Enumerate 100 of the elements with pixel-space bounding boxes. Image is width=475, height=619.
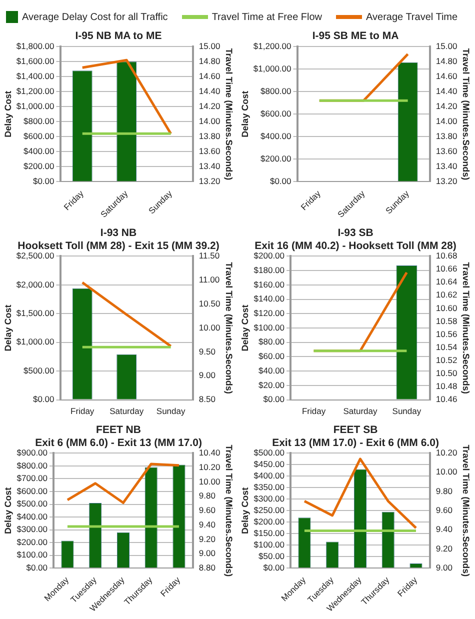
y2-tick-label: 8.50 — [198, 394, 216, 404]
y-tick-label: $200.00 — [16, 536, 48, 547]
y-tick-label: $800.00 — [16, 460, 48, 470]
y-tick-label: $200.00 — [24, 161, 55, 172]
x-tick-label: Saturday — [110, 406, 144, 416]
y-tick-label: $180.00 — [254, 264, 285, 275]
y2-tick-label: 10.54 — [436, 342, 458, 352]
y-tick-label: $2,000.00 — [16, 279, 55, 290]
legend-label: Travel Time at Free Flow — [212, 12, 322, 22]
y2-axis-title: Travel Time (Minutes.Seconds) — [461, 48, 472, 180]
y2-tick-label: 9.60 — [436, 505, 453, 516]
y-tick-label: $800.00 — [260, 86, 292, 96]
y2-tick-label: 10.64 — [436, 276, 458, 287]
y2-tick-label: 10.58 — [436, 316, 458, 326]
chart-title: FEET NB — [96, 424, 142, 436]
y2-tick-label: 9.40 — [436, 524, 453, 534]
y2-tick-label: 13.60 — [436, 146, 458, 156]
chart-subtitle: Hooksett Toll (MM 28) - Exit 15 (MM 39.2) — [18, 240, 220, 252]
y2-tick-label: 14.00 — [198, 116, 220, 126]
y-tick-label: $350.00 — [254, 482, 285, 492]
y-tick-label: $900.00 — [16, 448, 48, 458]
y-tick-label: $20.00 — [258, 380, 285, 390]
y-tick-label: $60.00 — [258, 351, 285, 362]
y2-tick-label: 14.80 — [198, 56, 220, 66]
y2-tick-label: 10.00 — [198, 322, 220, 332]
y-tick-label: $1,800.00 — [16, 40, 55, 51]
y2-axis-title: Travel Time (Minutes.Seconds) — [224, 262, 234, 394]
y2-tick-label: 10.00 — [198, 476, 220, 486]
y2-tick-label: 9.20 — [436, 543, 453, 554]
y-tick-label: $1,000.00 — [16, 336, 55, 347]
y2-tick-label: 13.20 — [198, 176, 220, 186]
chart-title: I-95 SB ME to MA — [312, 30, 400, 42]
y-tick-label: $300.00 — [254, 494, 285, 504]
x-tick-label: Saturday — [343, 406, 378, 416]
y-tick-label: $100.00 — [16, 550, 48, 560]
y-tick-label: $0.00 — [263, 562, 285, 572]
y2-tick-label: 15.00 — [198, 40, 220, 51]
y-tick-label: $1,200.00 — [16, 86, 55, 96]
y2-tick-label: 14.20 — [198, 101, 220, 111]
y-tick-label: $400.00 — [24, 146, 55, 156]
y-tick-label: $200.00 — [254, 250, 285, 261]
y-tick-label: $150.00 — [254, 528, 285, 538]
y-tick-label: $250.00 — [254, 505, 285, 516]
y-tick-label: $500.00 — [254, 448, 285, 458]
y-tick-label: $120.00 — [254, 308, 285, 318]
legend-label: Average Delay Cost for all Traffic — [22, 12, 168, 22]
y2-tick-label: 11.00 — [198, 274, 220, 284]
y2-axis-title: Travel Time (Minutes.Seconds) — [461, 444, 472, 577]
y-tick-label: $100.00 — [254, 322, 285, 332]
y2-tick-label: 10.52 — [436, 354, 458, 365]
y-tick-label: $100.00 — [254, 540, 285, 550]
y2-tick-label: 10.60 — [436, 302, 458, 313]
y-tick-label: $1,400.00 — [16, 70, 55, 81]
y2-tick-label: 10.50 — [198, 298, 220, 308]
y2-tick-label: 9.20 — [198, 534, 216, 544]
y-axis-title: Delay Cost — [240, 90, 250, 138]
y2-tick-label: 9.40 — [198, 519, 216, 530]
y-tick-label: $140.00 — [254, 294, 285, 304]
x-tick-label: Friday — [70, 406, 95, 416]
y-axis-title: Delay Cost — [2, 487, 13, 534]
y2-tick-label: 14.00 — [436, 116, 458, 126]
y-tick-label: $450.00 — [254, 459, 285, 470]
y-tick-label: $600.00 — [16, 486, 48, 496]
y2-tick-label: 14.60 — [198, 70, 220, 81]
y-tick-label: $2,500.00 — [16, 250, 55, 261]
y-tick-label: $500.00 — [24, 365, 55, 376]
y-tick-label: $0.00 — [263, 394, 285, 404]
y-tick-label: $200.00 — [254, 516, 285, 527]
y2-tick-label: 9.80 — [198, 490, 216, 501]
y2-tick-label: 8.80 — [198, 562, 216, 572]
y-tick-label: $1,000.00 — [253, 63, 292, 74]
y2-tick-label: 10.40 — [198, 448, 220, 458]
chart-title: I-93 SB — [338, 227, 374, 240]
y2-tick-label: 14.40 — [198, 86, 220, 96]
y2-tick-label: 10.66 — [436, 264, 458, 274]
y2-tick-label: 15.00 — [436, 40, 458, 51]
y-tick-label: $300.00 — [16, 524, 48, 534]
y2-tick-label: 14.60 — [436, 70, 458, 81]
y-tick-label: $0.00 — [26, 562, 48, 572]
y-tick-label: $400.00 — [254, 470, 285, 481]
y2-tick-label: 10.48 — [436, 381, 458, 392]
y2-axis-title: Travel Time (Minutes.Seconds) — [224, 444, 234, 577]
y-tick-label: $40.00 — [258, 365, 285, 376]
y-tick-label: $0.00 — [270, 176, 292, 186]
chart-title: I-95 NB MA to ME — [75, 30, 162, 42]
y2-tick-label: 13.40 — [198, 161, 220, 172]
chart-title: FEET SB — [333, 424, 378, 436]
x-tick-label: Friday — [302, 406, 326, 416]
y2-tick-label: 10.56 — [436, 328, 458, 339]
y2-tick-label: 10.00 — [436, 466, 458, 477]
y-tick-label: $800.00 — [24, 116, 55, 126]
legend-label: Average Travel Time — [366, 12, 458, 22]
y2-tick-label: 9.50 — [198, 346, 216, 356]
y-tick-label: $1,600.00 — [16, 56, 55, 66]
y-tick-label: $160.00 — [254, 279, 285, 290]
chart-subtitle: Exit 6 (MM 6.0) - Exit 13 (MM 17.0) — [35, 436, 202, 449]
y-tick-label: $1,500.00 — [16, 308, 55, 318]
x-tick-label: Sunday — [392, 406, 422, 416]
y2-tick-label: 13.60 — [198, 146, 220, 156]
y-tick-label: $0.00 — [32, 394, 55, 404]
